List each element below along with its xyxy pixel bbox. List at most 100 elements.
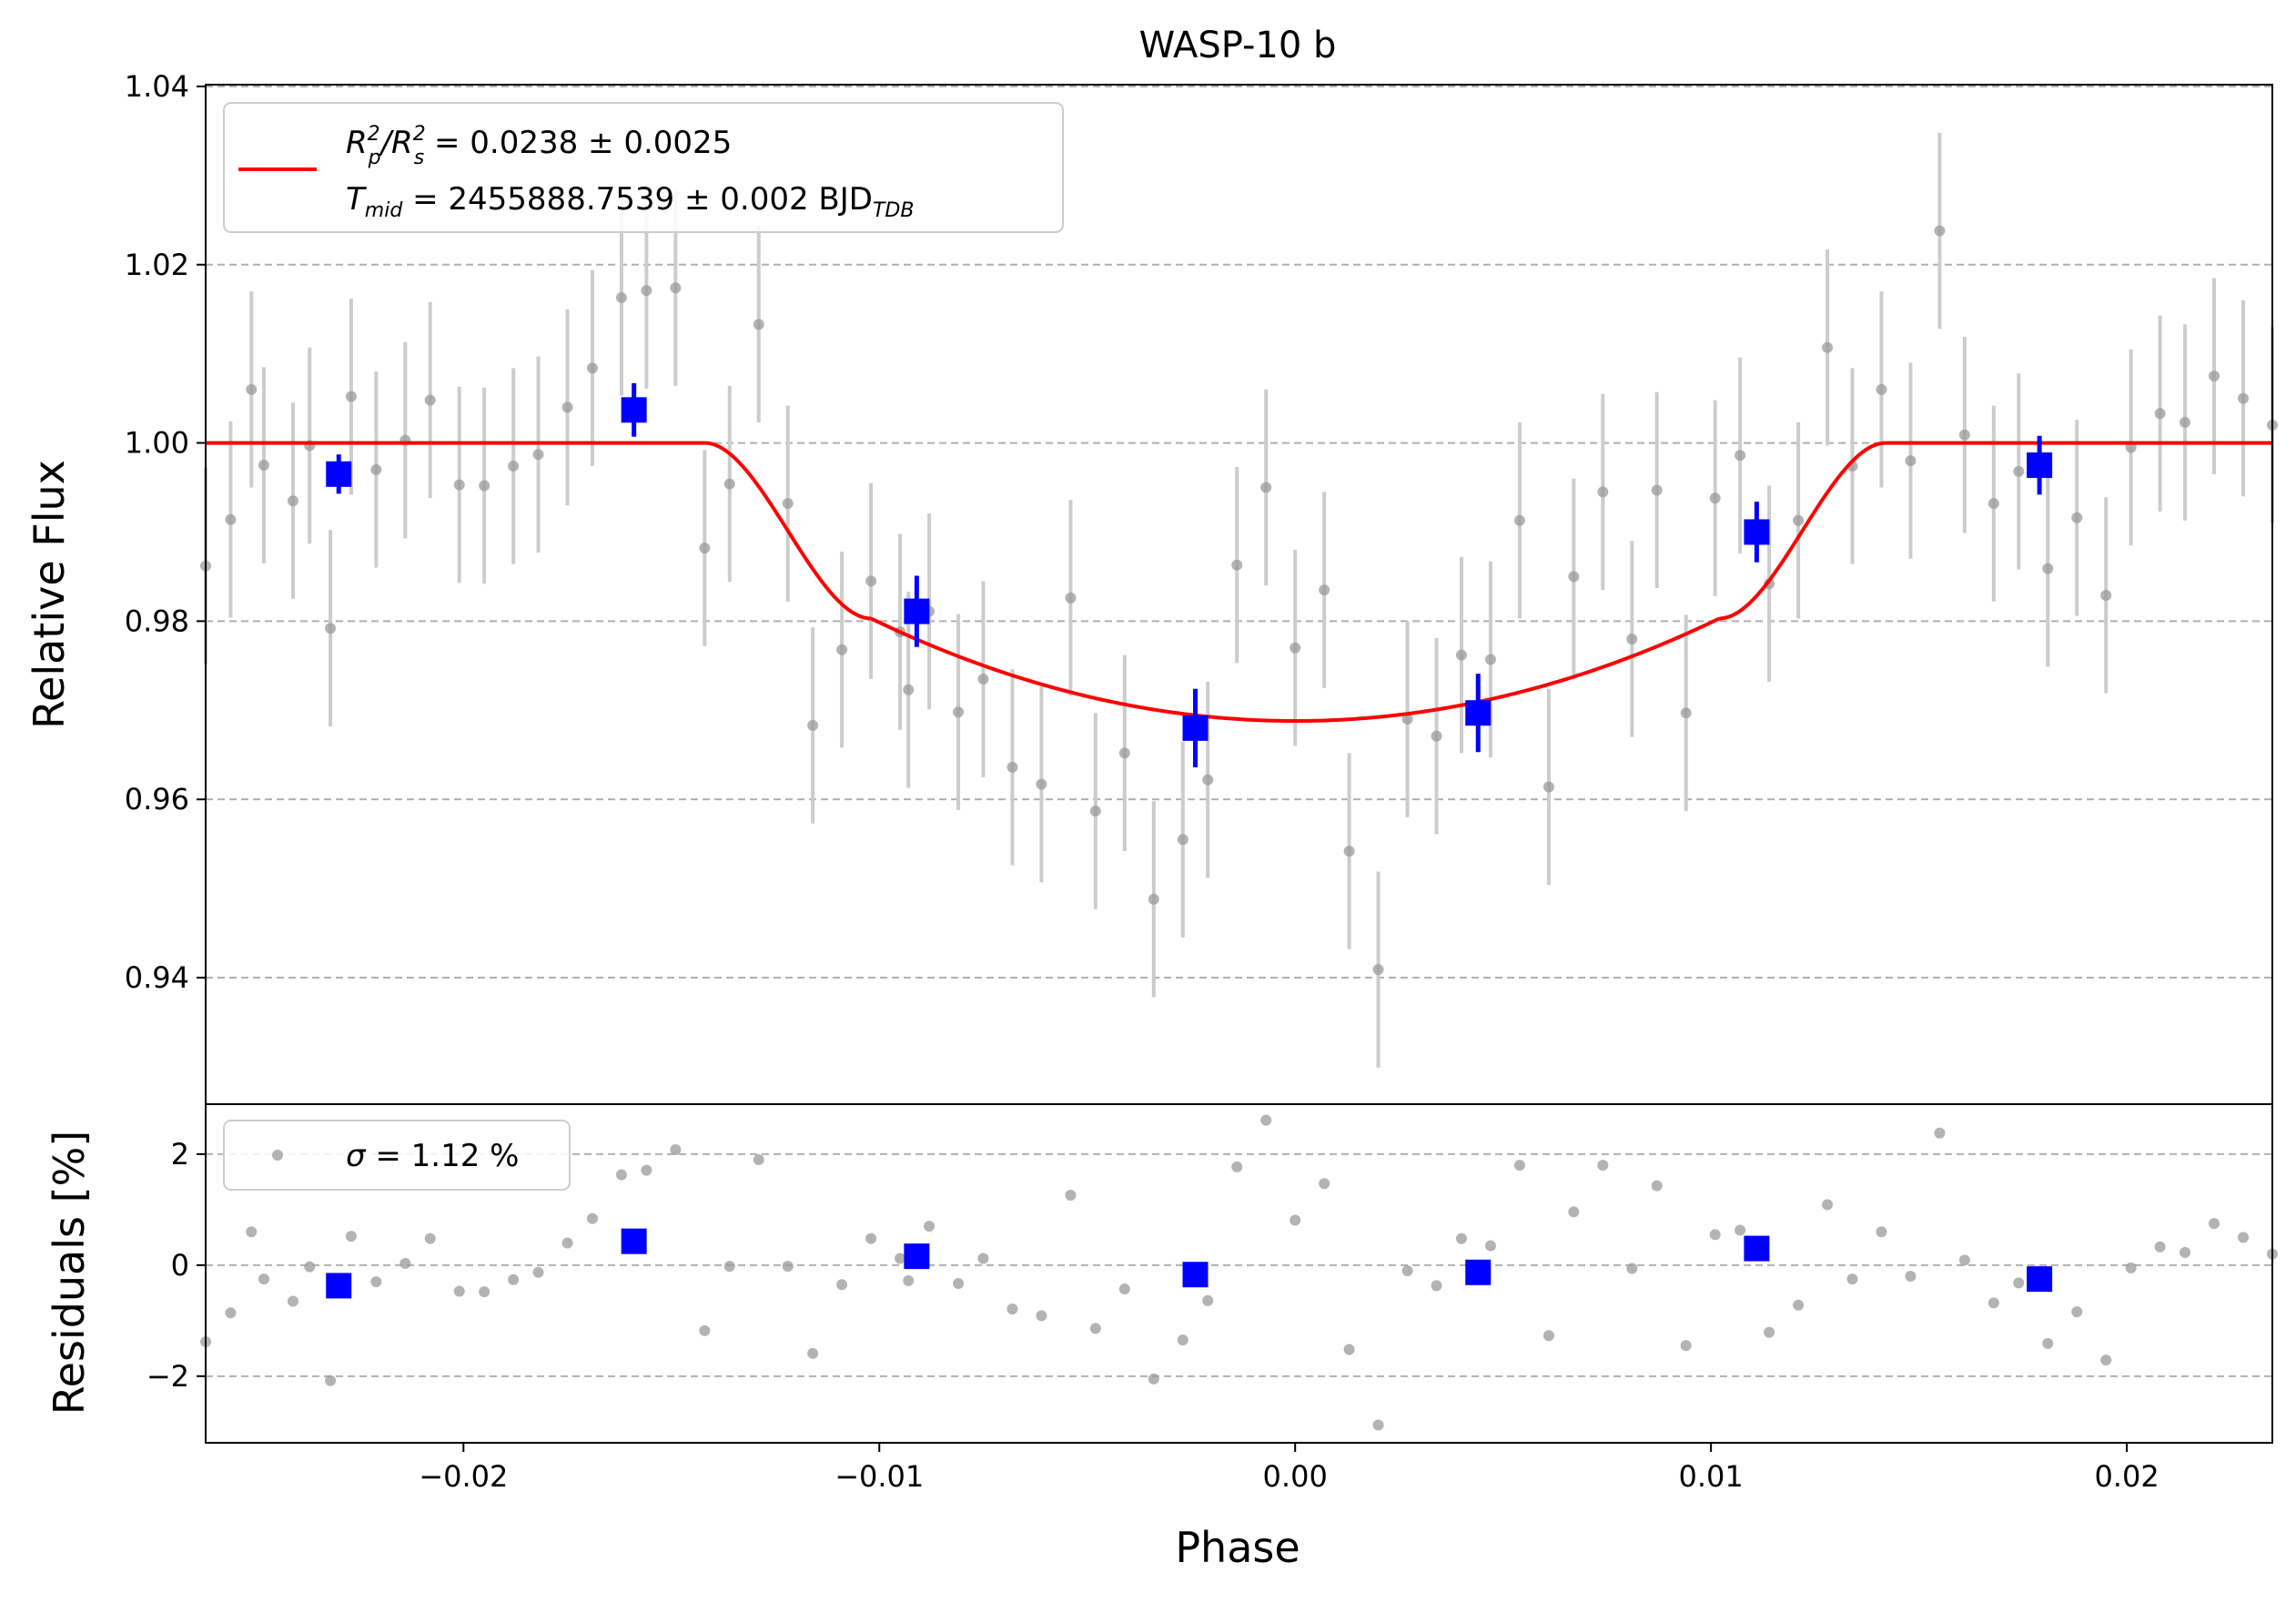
residual-raw-point bbox=[2042, 1337, 2054, 1349]
flux-raw-point bbox=[865, 575, 877, 587]
residual-raw-point bbox=[641, 1164, 652, 1176]
residual-raw-point bbox=[1343, 1344, 1355, 1355]
residual-raw-point bbox=[807, 1347, 819, 1359]
residual-raw-point bbox=[836, 1279, 848, 1291]
flux-raw-point bbox=[1260, 482, 1272, 493]
phase-x-ticks: −0.02 −0.01 0.00 0.01 0.02 bbox=[419, 1443, 2159, 1494]
x-axis-label: Phase bbox=[1175, 1523, 1300, 1572]
flux-raw-point bbox=[370, 463, 382, 475]
residual-raw-point bbox=[1542, 1330, 1554, 1342]
phase-x-tick-label: 0.02 bbox=[2094, 1459, 2159, 1494]
residual-raw-point bbox=[1118, 1283, 1130, 1295]
flux-raw-point bbox=[1401, 714, 1413, 725]
residual-binned-point bbox=[1465, 1259, 1492, 1285]
flux-raw-point bbox=[1542, 781, 1554, 793]
residual-binned-points bbox=[326, 1228, 2053, 1299]
flux-raw-point bbox=[532, 449, 544, 461]
residual-raw-point bbox=[287, 1295, 298, 1307]
phase-x-tick-label: 0.01 bbox=[1679, 1459, 1744, 1494]
flux-raw-point bbox=[670, 282, 682, 294]
residual-raw-point bbox=[953, 1277, 965, 1289]
residual-raw-point bbox=[753, 1153, 764, 1165]
residual-raw-point bbox=[225, 1307, 237, 1319]
residual-binned-point bbox=[1744, 1235, 1770, 1262]
flux-raw-points bbox=[200, 225, 2278, 976]
residual-raw-point bbox=[1401, 1264, 1413, 1276]
residual-raw-point bbox=[895, 1253, 906, 1264]
residual-raw-point bbox=[1709, 1229, 1721, 1241]
flux-raw-point bbox=[1202, 774, 1214, 786]
legend-sigma-entry: σ = 1.12 % bbox=[346, 1138, 519, 1174]
residual-raw-point bbox=[1958, 1254, 1970, 1266]
flux-binned-point bbox=[1182, 715, 1209, 741]
residual-raw-point bbox=[903, 1274, 915, 1286]
residual-binned-point bbox=[1182, 1262, 1209, 1288]
residual-raw-point bbox=[1036, 1310, 1047, 1322]
flux-raw-point bbox=[2154, 408, 2166, 420]
residual-raw-points bbox=[200, 1114, 2278, 1431]
residual-raw-point bbox=[400, 1258, 411, 1270]
flux-raw-point bbox=[953, 706, 965, 718]
residual-y-tick-label: −2 bbox=[147, 1359, 189, 1394]
residual-raw-point bbox=[1934, 1127, 1946, 1139]
flux-raw-point bbox=[1343, 845, 1355, 857]
flux-raw-point bbox=[615, 291, 627, 303]
residual-raw-point bbox=[1735, 1224, 1746, 1236]
flux-legend-box bbox=[223, 102, 1064, 233]
residual-raw-point bbox=[1290, 1214, 1301, 1226]
flux-raw-point bbox=[1431, 730, 1442, 742]
flux-raw-point bbox=[1513, 514, 1525, 526]
flux-raw-point bbox=[1290, 642, 1301, 654]
flux-raw-point bbox=[1905, 455, 1917, 467]
flux-raw-point bbox=[1709, 492, 1721, 504]
chart-title: WASP-10 b bbox=[1139, 25, 1337, 66]
phase-x-tick-label: 0.00 bbox=[1263, 1459, 1328, 1494]
residuals-legend-box bbox=[223, 1120, 571, 1191]
flux-legend: R2 p/R2 s = 0.0238 ± 0.0025 Tmid = 2455888… bbox=[223, 102, 1064, 233]
residual-raw-point bbox=[246, 1226, 258, 1238]
flux-raw-point bbox=[424, 394, 436, 406]
flux-raw-point bbox=[1568, 571, 1580, 583]
flux-raw-point bbox=[225, 513, 237, 525]
residual-raw-point bbox=[1065, 1190, 1077, 1202]
flux-raw-point bbox=[753, 319, 764, 330]
flux-raw-point bbox=[1793, 514, 1805, 526]
residual-raw-point bbox=[699, 1324, 711, 1336]
flux-raw-point bbox=[508, 461, 520, 472]
residual-raw-point bbox=[1006, 1304, 1018, 1315]
residual-raw-point bbox=[1568, 1206, 1580, 1218]
phase-x-tick-label: −0.02 bbox=[419, 1459, 508, 1494]
residual-raw-point bbox=[2100, 1354, 2112, 1366]
flux-raw-point bbox=[561, 401, 573, 413]
flux-raw-point bbox=[1089, 805, 1101, 817]
flux-raw-point bbox=[1626, 633, 1638, 644]
flux-raw-point bbox=[836, 644, 848, 655]
residual-binned-point bbox=[326, 1273, 352, 1299]
residual-raw-point bbox=[1431, 1280, 1442, 1292]
residual-raw-point bbox=[2071, 1306, 2083, 1318]
residual-raw-point bbox=[1260, 1114, 1272, 1126]
residual-raw-point bbox=[2238, 1232, 2250, 1243]
flux-raw-point bbox=[1735, 450, 1746, 462]
flux-raw-point bbox=[1822, 341, 1834, 353]
residual-raw-point bbox=[2125, 1262, 2137, 1273]
residual-raw-point bbox=[782, 1261, 794, 1273]
flux-y-tick-label: 0.96 bbox=[125, 782, 189, 817]
residual-raw-point bbox=[453, 1285, 465, 1297]
residual-raw-point bbox=[615, 1169, 627, 1181]
residual-raw-point bbox=[1177, 1334, 1188, 1346]
flux-binned-point bbox=[1465, 700, 1492, 726]
flux-raw-point bbox=[1065, 592, 1077, 604]
flux-binned-point bbox=[326, 461, 352, 487]
residual-raw-point bbox=[1202, 1294, 1214, 1306]
flux-raw-point bbox=[1876, 383, 1887, 395]
legend-residual-swatch bbox=[272, 1150, 283, 1161]
flux-raw-point bbox=[1177, 834, 1188, 846]
flux-raw-point bbox=[1455, 649, 1467, 661]
residual-raw-point bbox=[532, 1266, 544, 1278]
flux-panel: 0.94 0.96 0.98 1.00 1.02 1.04 Relative Flux R… bbox=[25, 69, 2278, 1105]
residuals-legend: σ = 1.12 % bbox=[223, 1120, 571, 1191]
residual-raw-point bbox=[1822, 1199, 1834, 1211]
flux-raw-point bbox=[641, 285, 652, 297]
